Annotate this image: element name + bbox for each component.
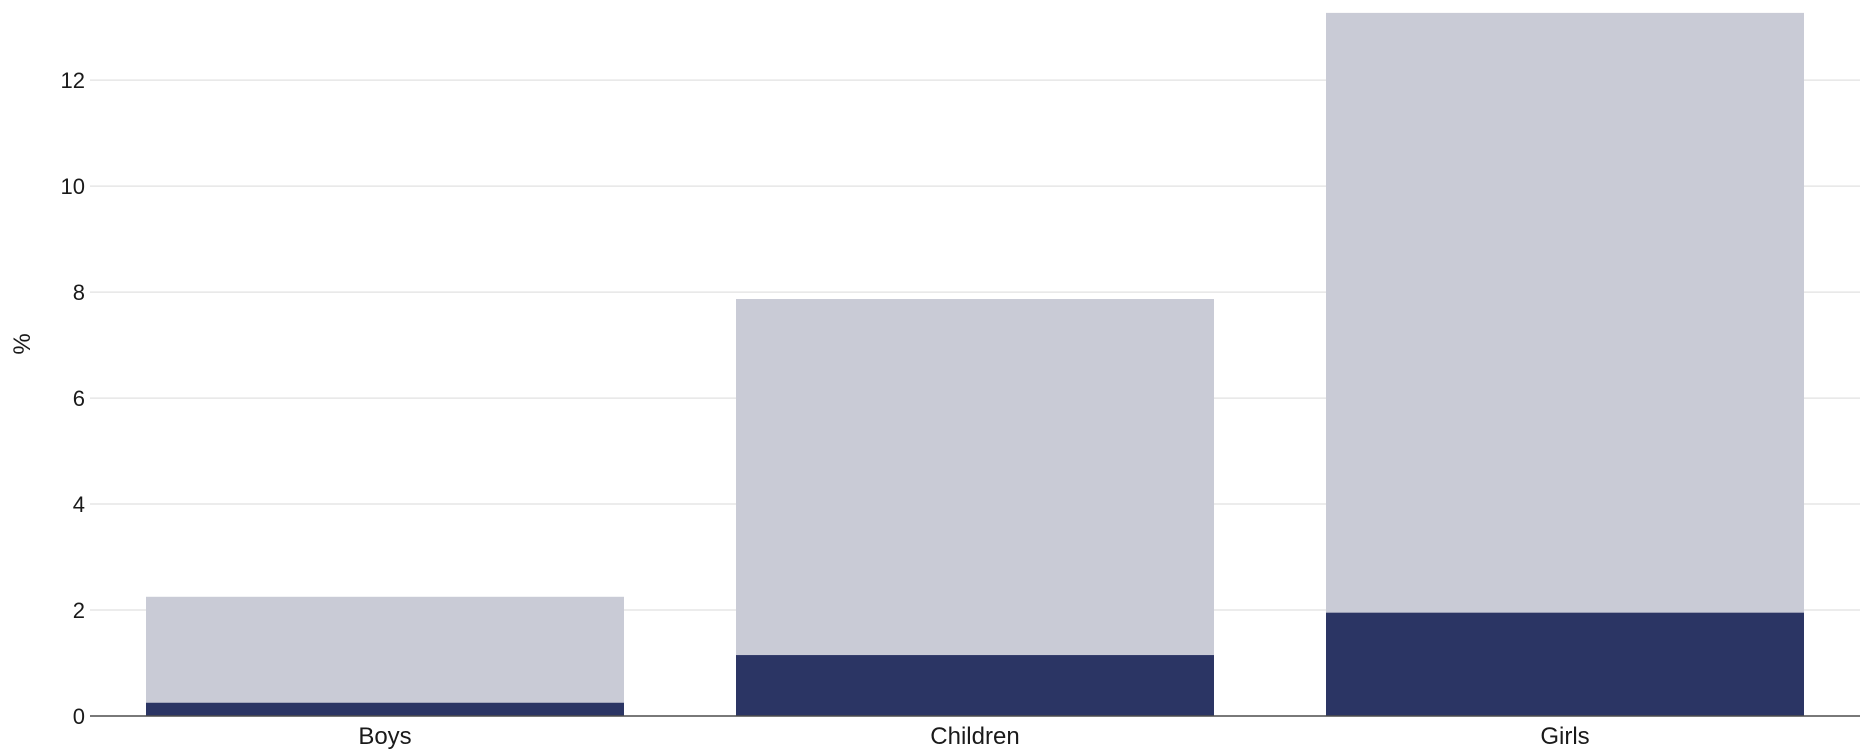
x-tick-label: Girls	[1540, 723, 1589, 750]
bars	[146, 12, 1804, 716]
y-tick-label: 8	[73, 280, 85, 305]
x-tick-label: Boys	[358, 723, 411, 750]
bar-children-series-2	[736, 655, 1214, 716]
bar-girls-series-1	[1326, 12, 1804, 716]
y-tick-label: 4	[73, 492, 85, 517]
bar-boys-series-2	[146, 702, 624, 716]
y-tick-label: 12	[61, 68, 85, 93]
y-tick-label: 6	[73, 386, 85, 411]
axes: 0 2 4 6 8 10 12 Boys Children Girls	[61, 68, 1860, 750]
y-tick-label: 0	[73, 704, 85, 729]
x-tick-label: Children	[930, 723, 1019, 750]
bar-girls-series-2	[1326, 612, 1804, 716]
bar-boys-series-1	[146, 596, 624, 716]
bar-children-series-1	[736, 299, 1214, 716]
y-tick-label: 10	[61, 174, 85, 199]
y-tick-label: 2	[73, 598, 85, 623]
y-axis-title: %	[9, 333, 36, 354]
